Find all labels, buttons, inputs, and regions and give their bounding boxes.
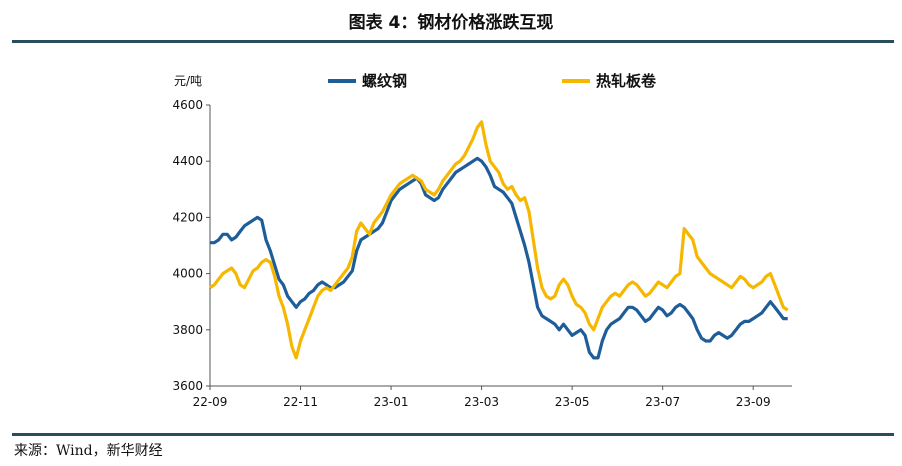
series-line-1 [210,156,788,360]
top-divider [12,40,894,43]
y-tick-label: 3600 [172,379,203,393]
x-tick-label: 23-07 [645,395,680,409]
x-tick-label: 23-09 [736,395,771,409]
x-tick-label: 22-11 [283,395,318,409]
line-chart: 元/吨 3600 3800 4000 4200 4400 4600 22-09 22-11 23-… [172,72,792,409]
series-line-2 [209,120,789,360]
x-tick-label: 23-01 [374,395,409,409]
x-tick-label: 22-09 [193,395,228,409]
chart-legend: 螺纹钢 热轧板卷 [328,72,657,90]
y-tick-label: 4200 [172,210,203,224]
x-tick-label: 23-03 [464,395,499,409]
source-note: 来源：Wind，新华财经 [14,443,163,459]
chart-axes: 元/吨 3600 3800 4000 4200 4400 4600 22-09 22-11 23-… [172,74,792,409]
legend-label-1: 螺纹钢 [362,72,407,90]
chart-series [209,120,789,360]
x-tick-label: 23-05 [555,395,590,409]
y-tick-label: 4000 [172,267,203,281]
chart-title: 图表 4：钢材价格涨跌互现 [348,13,554,33]
y-axis-unit: 元/吨 [174,74,202,88]
y-tick-label: 4600 [172,98,203,112]
y-tick-label: 4400 [172,154,203,168]
y-tick-label: 3800 [172,323,203,337]
bottom-divider [12,433,894,436]
legend-label-2: 热轧板卷 [596,72,657,90]
